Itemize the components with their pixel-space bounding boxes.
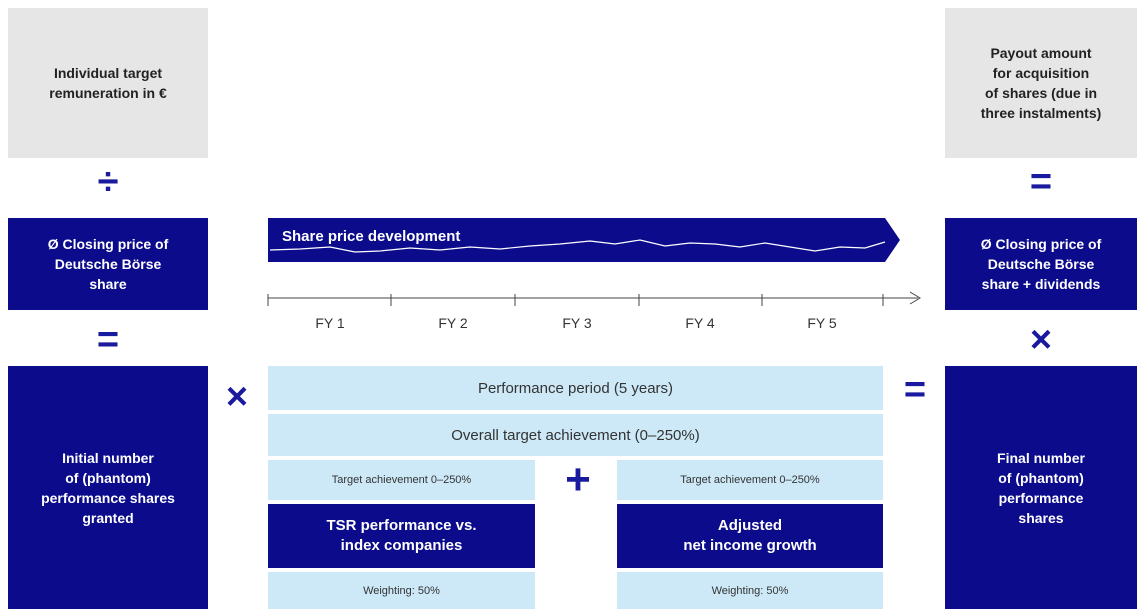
- text-line: Deutsche Börse: [987, 256, 1095, 272]
- bottom-box: Final number of (phantom) performance share…: [945, 366, 1137, 609]
- text-line: of shares (due in: [984, 85, 1098, 101]
- operator: =: [903, 369, 927, 411]
- text-line: index companies: [340, 537, 463, 554]
- bottom-box: Initial number of (phantom) performance sh…: [8, 366, 208, 609]
- text-line: remuneration in €: [49, 85, 167, 101]
- text-line: three instalments): [980, 105, 1102, 121]
- operator: ÷: [97, 161, 119, 203]
- operator: ×: [1029, 319, 1053, 361]
- operator: +: [565, 455, 591, 504]
- top-box: Payout amount for acquisition of shares (d…: [945, 8, 1137, 158]
- text-line: shares: [1018, 509, 1064, 526]
- fy-label: FY 5: [807, 315, 837, 331]
- operator: ×: [225, 376, 249, 418]
- timeline-arrowhead: [909, 291, 921, 305]
- banner-label: Share price development: [282, 228, 461, 245]
- text-line: Ø Closing price of: [980, 236, 1102, 252]
- fy-label: FY 2: [438, 315, 468, 331]
- text-line: TSR performance vs.: [326, 517, 477, 534]
- operator: =: [96, 319, 120, 361]
- fy-label: FY 1: [315, 315, 345, 331]
- text-line: for acquisition: [992, 65, 1090, 81]
- text-line: Final number: [997, 449, 1085, 466]
- text-line: Initial number: [62, 449, 154, 466]
- overall-box: Overall target achievement (0–250%): [268, 414, 883, 456]
- component-box: TSR performance vs. index companies: [268, 504, 535, 568]
- text-line: of (phantom): [998, 469, 1084, 486]
- middle-box: Ø Closing price of Deutsche Börse share + …: [945, 218, 1137, 310]
- period-box: Performance period (5 years): [268, 366, 883, 410]
- achievement-box: Target achievement 0–250%: [617, 460, 883, 500]
- price-line: [269, 239, 886, 253]
- fy-label: FY 3: [562, 315, 592, 331]
- text-line: Adjusted: [717, 517, 783, 534]
- text-line: performance: [998, 489, 1084, 506]
- text-line: Deutsche Börse: [54, 256, 162, 272]
- operator: =: [1029, 161, 1053, 203]
- text-line: granted: [82, 509, 134, 526]
- achievement-box: Target achievement 0–250%: [268, 460, 535, 500]
- fy-label: FY 4: [685, 315, 715, 331]
- text-line: Payout amount: [990, 45, 1092, 61]
- middle-box: Ø Closing price of Deutsche Börse share: [8, 218, 208, 310]
- top-box: Individual target remuneration in €: [8, 8, 208, 158]
- text-line: of (phantom): [65, 469, 151, 486]
- text-line: share: [89, 276, 127, 292]
- banner-arrow: [268, 218, 900, 262]
- component-box: Adjusted net income growth: [617, 504, 883, 568]
- text-line: performance shares: [41, 489, 175, 506]
- weighting-box: Weighting: 50%: [268, 572, 535, 609]
- text-line: share + dividends: [981, 276, 1101, 292]
- text-line: Ø Closing price of: [47, 236, 169, 252]
- text-line: net income growth: [683, 537, 817, 554]
- text-line: Individual target: [53, 65, 163, 81]
- timeline-ticks: [267, 294, 884, 306]
- weighting-box: Weighting: 50%: [617, 572, 883, 609]
